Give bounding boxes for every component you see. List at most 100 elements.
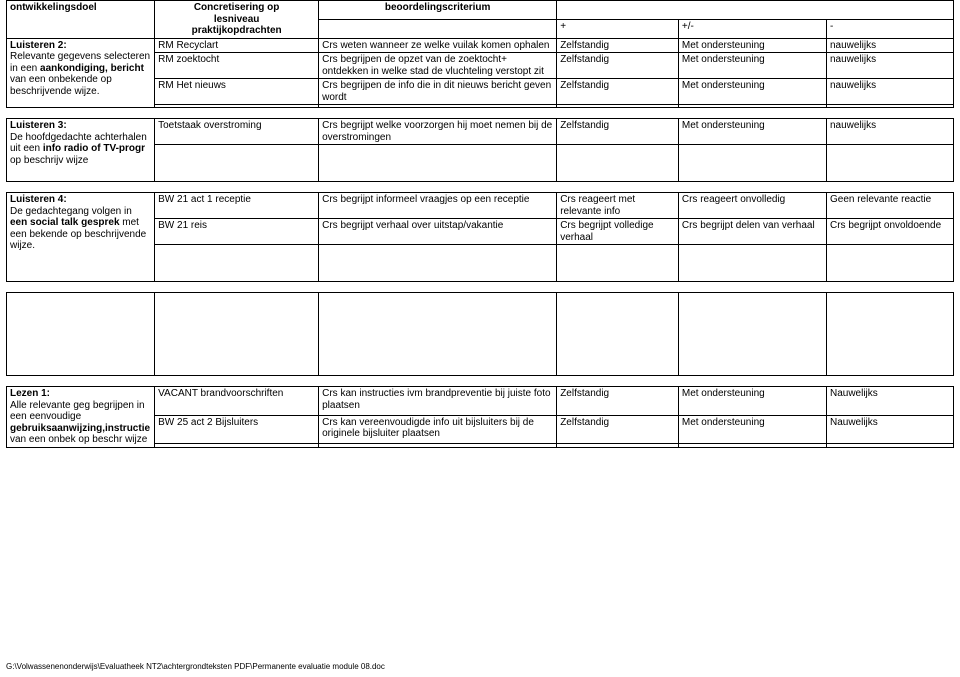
cell-empty [319,444,557,447]
cell-empty [826,245,953,282]
table-row: Luisteren 2: Relevante gegevens selecter… [7,38,954,53]
header-blank [319,19,557,38]
goal-luisteren-2: Luisteren 2: Relevante gegevens selecter… [7,38,155,108]
table-4: Lezen 1: Alle relevante geg begrijpen in… [6,386,954,448]
cell: Crs weten wanneer ze welke vuilak komen … [319,38,557,53]
cell: VACANT brandvoorschriften [155,387,319,416]
table-2: Luisteren 3: De hoofdgedachte achterhale… [6,118,954,182]
cell-empty [155,444,319,447]
table-1: ontwikkelingsdoel Concretisering op lesn… [6,0,954,108]
header-empty [557,1,954,20]
cell-empty [557,145,679,182]
cell: Met ondersteuning [678,415,826,444]
cell: Met ondersteuning [678,387,826,416]
s3-title: Luisteren 4: [10,194,67,205]
cell: Crs begrijpt informeel vraagjes op een r… [319,193,557,219]
cell-empty [557,245,679,282]
cell: BW 25 act 2 Bijsluiters [155,415,319,444]
cell-empty [678,245,826,282]
header-plus: + [557,19,679,38]
page: ontwikkelingsdoel Concretisering op lesn… [0,0,960,677]
cell-empty [319,245,557,282]
cell-empty [678,145,826,182]
goal-lezen-1: Lezen 1: Alle relevante geg begrijpen in… [7,387,155,448]
cell-empty [155,145,319,182]
cell: Zelfstandig [557,53,679,79]
cell: Crs begrijpen de info die in dit nieuws … [319,79,557,105]
cell: Met ondersteuning [678,119,826,145]
s4-l3: van een onbek op beschr wijze [10,434,147,445]
cell-empty [826,293,953,376]
cell: Geen relevante reactie [826,193,953,219]
cell: Crs reageert onvolledig [678,193,826,219]
cell: Zelfstandig [557,79,679,105]
cell-empty [826,444,953,447]
s2-title: Luisteren 3: [10,120,67,131]
gap [6,376,954,386]
hdr-c2-l2: lesniveau [214,14,260,25]
s2-b1: info radio of TV-progr [43,143,145,154]
cell: Crs begrijpt welke voorzorgen hij moet n… [319,119,557,145]
cell: Crs begrijpt verhaal over uitstap/vakant… [319,219,557,245]
cell-empty [557,293,679,376]
s4-b1: gebruiksaanwijzing,instructie [10,423,150,434]
cell-empty [319,145,557,182]
header-plusminus: +/- [678,19,826,38]
header-beoordelingscriterium: beoordelingscriterium [319,1,557,20]
cell: Zelfstandig [557,415,679,444]
cell: nauwelijks [826,119,953,145]
cell-empty [155,293,319,376]
cell: BW 21 reis [155,219,319,245]
s1-l3: van een onbekende op beschrijvende wijze… [10,74,112,97]
cell: Zelfstandig [557,38,679,53]
cell: RM Recyclart [155,38,319,53]
cell-empty [155,245,319,282]
table-spacer [6,292,954,376]
cell-empty [678,293,826,376]
s4-title: Lezen 1: [10,388,50,399]
cell-empty [826,145,953,182]
cell: Met ondersteuning [678,79,826,105]
cell: Crs begrijpt onvoldoende [826,219,953,245]
cell-empty [678,444,826,447]
gap [6,182,954,192]
cell: Crs reageert met relevante info [557,193,679,219]
footer-path: G:\Volwassenenonderwijs\Evaluatheek NT2\… [6,662,385,671]
cell: RM zoektocht [155,53,319,79]
cell-empty [557,444,679,447]
cell: Crs begrijpt volledige verhaal [557,219,679,245]
goal-luisteren-4: Luisteren 4: De gedachtegang volgen in e… [7,193,155,282]
cell: Met ondersteuning [678,38,826,53]
cell-empty [319,293,557,376]
cell: Zelfstandig [557,387,679,416]
cell: nauwelijks [826,79,953,105]
s2-l3: op beschrijv wijze [10,155,88,166]
table-3: Luisteren 4: De gedachtegang volgen in e… [6,192,954,282]
hdr-c2-l3: praktijkopdrachten [192,25,282,36]
header-minus: - [826,19,953,38]
s1-b1: aankondiging, bericht [40,63,144,74]
header-concretisering: Concretisering op lesniveau praktijkopdr… [155,1,319,39]
header-ontwikkelingsdoel: ontwikkelingsdoel [7,1,155,39]
cell: Toetstaak overstroming [155,119,319,145]
cell: BW 21 act 1 receptie [155,193,319,219]
gap [6,108,954,118]
cell: nauwelijks [826,53,953,79]
goal-luisteren-3: Luisteren 3: De hoofdgedachte achterhale… [7,119,155,182]
cell-empty [7,293,155,376]
cell: Crs begrijpt delen van verhaal [678,219,826,245]
gap [6,282,954,292]
table-row: Luisteren 4: De gedachtegang volgen in e… [7,193,954,219]
cell: Nauwelijks [826,387,953,416]
cell: Met ondersteuning [678,53,826,79]
cell: Crs kan instructies ivm brandpreventie b… [319,387,557,416]
s1-title: Luisteren 2: [10,40,67,51]
cell: Crs kan vereenvoudigde info uit bijsluit… [319,415,557,444]
cell: Zelfstandig [557,119,679,145]
cell: Nauwelijks [826,415,953,444]
spacer-row [7,293,954,376]
header-row-1: ontwikkelingsdoel Concretisering op lesn… [7,1,954,20]
cell: RM Het nieuws [155,79,319,105]
s3-b1: een social talk gesprek [10,217,120,228]
table-row: Luisteren 3: De hoofdgedachte achterhale… [7,119,954,145]
